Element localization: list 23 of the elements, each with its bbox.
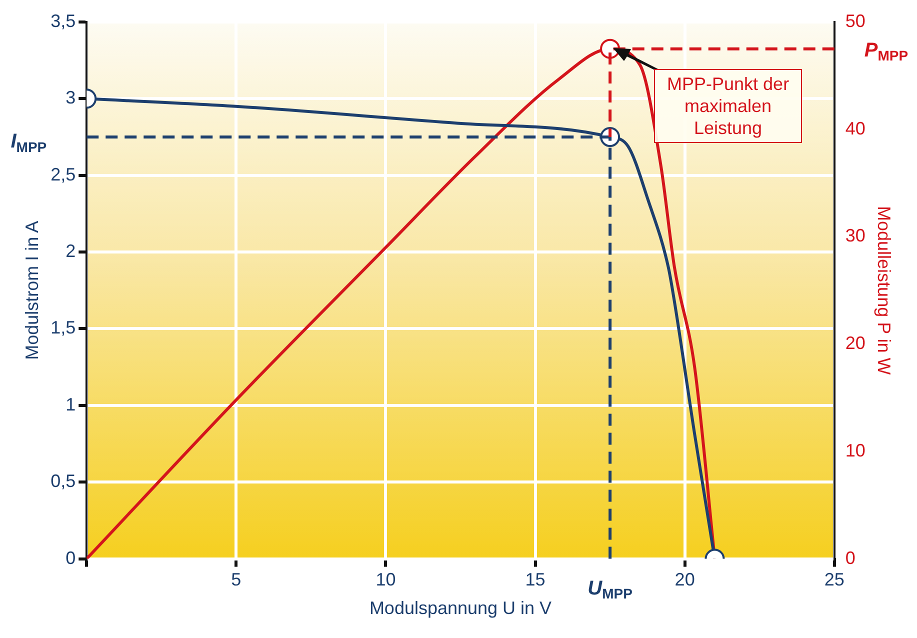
y-tick-label: 1,5 bbox=[50, 318, 76, 338]
y-tick-label: 2,5 bbox=[50, 164, 76, 184]
x-tick-label: 25 bbox=[824, 570, 844, 590]
note-box: MPP-Punkt der maximalen Leistung bbox=[654, 68, 802, 143]
x-tick-label: 20 bbox=[674, 570, 695, 590]
y-tick-label: 0,5 bbox=[50, 471, 76, 492]
y-tick-label: 2 bbox=[66, 241, 76, 262]
y-tick-label: 3 bbox=[66, 88, 76, 108]
y-tick-label: 0 bbox=[66, 548, 76, 568]
y2-tick-label: 20 bbox=[845, 333, 866, 354]
y2-tick-label: 10 bbox=[845, 440, 866, 460]
y-axis-title: Modulstrom I in A bbox=[22, 220, 42, 360]
y2-axis-title: Modulleistung P in W bbox=[874, 206, 894, 375]
y-tick-label: 3,5 bbox=[50, 10, 76, 31]
x-axis-title: Modulspannung U in V bbox=[369, 598, 552, 618]
x-tick-label: 10 bbox=[376, 570, 396, 590]
y2-tick-label: 50 bbox=[845, 10, 866, 31]
y2-tick-label: 0 bbox=[845, 548, 856, 568]
x-tick-label: 5 bbox=[231, 570, 242, 590]
y-tick-label: 1 bbox=[66, 394, 76, 414]
x-tick-label: 15 bbox=[525, 570, 546, 590]
y2-tick-label: 30 bbox=[845, 226, 866, 246]
y2-tick-label: 40 bbox=[845, 118, 866, 138]
